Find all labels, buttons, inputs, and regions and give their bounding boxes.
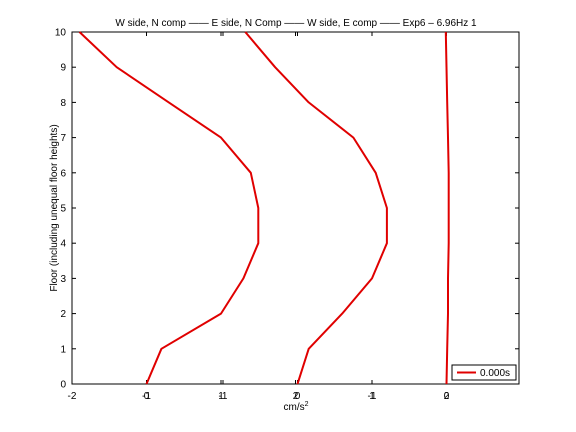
x-tick-label: 2 [444, 391, 450, 402]
x-tick-label: 1 [218, 391, 224, 402]
y-axis-label: Floor (including unequal floor heights) [49, 124, 60, 291]
x-tick-label: 0 [144, 391, 150, 402]
y-axis: 0 1 2 3 4 5 6 7 8 9 10 [55, 28, 519, 391]
plot-frame [71, 31, 520, 385]
y-tick-label: 5 [60, 204, 66, 215]
legend: 0.000s [451, 364, 517, 381]
y-tick-label: 0 [60, 380, 66, 391]
y-tick-label: 9 [60, 63, 66, 74]
series-line-panel-3 [444, 31, 450, 385]
y-tick-label: 3 [60, 274, 66, 285]
series-line-panel-2 [244, 31, 388, 385]
x-axis-label-base: cm/s [283, 402, 304, 413]
x-tick-label: -1 [368, 391, 377, 402]
chart-title: W side, N comp —— E side, N Comp —— W si… [115, 18, 477, 29]
x-axis-label: cm/s2 [283, 401, 308, 413]
x-axis-label-superscript: 2 [305, 401, 309, 408]
y-tick-label: 4 [60, 239, 66, 250]
y-tick-label: 8 [60, 98, 66, 109]
y-tick-label: 7 [60, 133, 66, 144]
x-tick-label: 2 [293, 391, 299, 402]
x-tick-label: 1 [369, 391, 375, 402]
y-tick-label: 1 [60, 344, 66, 355]
x-tick-label: 0 [295, 391, 301, 402]
x-axis: -2 -10 1 2-1 0 1 2-1 0 [68, 32, 450, 402]
y-tick-label: 2 [60, 309, 66, 320]
x-tick-label: -1 [219, 391, 228, 402]
y-tick-label: 10 [55, 28, 67, 39]
series-line-panel-1 [78, 31, 260, 385]
y-tick-label: 6 [60, 168, 66, 179]
x-tick-label: -2 [68, 391, 77, 402]
legend-box [451, 364, 517, 381]
legend-entry-label: 0.000s [480, 368, 510, 379]
x-tick-label: 0 [444, 391, 450, 402]
series-layer [78, 31, 450, 385]
x-tick-label: -1 [142, 391, 151, 402]
